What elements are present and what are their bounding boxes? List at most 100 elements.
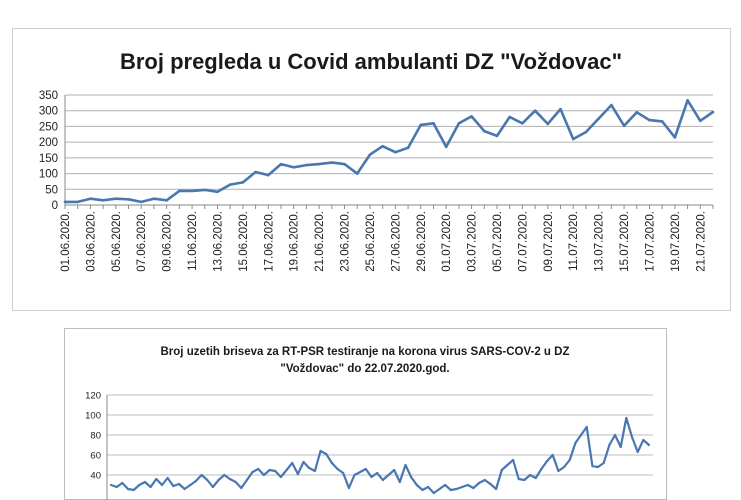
data-point [206,478,209,482]
data-point [559,107,562,111]
data-point [266,173,270,177]
data-point [241,181,245,184]
data-point [347,486,350,490]
y-tick-label: 80 [90,431,101,442]
data-point [494,487,498,491]
x-tick-label: 01.06.2020. [60,211,72,272]
data-point [240,486,243,490]
data-point [234,480,237,484]
data-point [404,463,407,467]
data-point [336,467,339,471]
data-point [432,121,435,125]
data-point [427,485,430,489]
data-point [557,469,560,473]
x-tick-label: 03.06.2020. [85,211,97,272]
data-point [165,198,168,202]
data-point [625,416,628,420]
data-point [602,461,605,465]
data-point [359,470,362,474]
data-point [353,473,356,477]
data-point [228,477,232,481]
x-tick-label: 21.06.2020. [314,211,326,272]
data-point [551,453,554,457]
data-point [711,110,715,114]
data-point [228,183,232,186]
data-point [292,165,296,169]
data-point [251,470,254,474]
x-tick-label: 05.07.2020. [492,211,504,272]
data-point [217,478,220,482]
data-point [262,473,266,477]
data-point [203,188,207,192]
data-point [642,438,645,442]
data-point [381,144,384,148]
data-point [591,464,594,468]
data-point [200,473,203,477]
data-point [376,471,379,475]
data-point [421,488,424,492]
data-point [461,485,464,489]
data-point [562,465,566,469]
data-point [398,480,401,484]
data-point [482,129,486,133]
y-tick-label: 0 [52,200,58,212]
chart-2-svg: Broj uzetih briseva za RT-PSR testiranje… [85,346,653,500]
y-tick-label: 50 [45,184,58,196]
x-tick-label: 07.07.2020. [517,211,529,272]
data-point [139,200,143,204]
x-tick-label: 09.07.2020. [543,211,555,272]
data-point [319,449,322,453]
data-point [483,478,486,482]
data-point [630,435,634,439]
data-point [393,468,396,472]
data-point [472,486,475,490]
data-point [313,469,316,473]
x-tick-label: 15.06.2020. [238,211,250,272]
data-point [540,467,543,471]
chart-1-svg: Broj pregleda u Covid ambulanti DZ "Vožd… [39,49,715,272]
chart-2-title-line: "Voždovac" do 22.07.2020.god. [280,363,449,375]
series-line [110,416,650,495]
data-point [274,469,277,473]
data-point [622,124,626,128]
y-tick-label: 100 [39,169,58,181]
data-point [305,163,308,167]
data-point [132,488,135,492]
data-point [216,190,219,194]
chart-1-title: Broj pregleda u Covid ambulanti DZ "Vožd… [120,49,622,74]
data-point [343,162,346,166]
data-point [183,487,186,491]
x-tick-label: 13.07.2020. [594,211,606,272]
data-point [521,121,524,125]
data-point [636,450,639,454]
data-point [686,99,689,102]
data-point [574,441,577,445]
x-tick-label: 03.07.2020. [467,211,479,272]
data-point [257,467,260,471]
x-tick-label: 29.06.2020. [416,211,428,272]
x-tick-label: 17.06.2020. [263,211,275,272]
data-point [406,146,410,150]
data-point [126,487,130,491]
data-point [121,481,124,485]
data-point [254,170,257,174]
data-point [500,468,503,472]
data-point [584,130,588,134]
data-point [325,452,328,456]
data-point [285,468,288,472]
data-point [610,103,613,107]
data-point [579,433,583,437]
data-point [619,445,622,449]
x-tick-label: 25.06.2020. [365,211,377,272]
data-point [506,463,509,467]
y-tick-label: 200 [39,137,58,149]
data-point [511,458,515,462]
data-point [438,487,441,491]
data-point [268,468,271,472]
data-point [330,161,334,164]
x-tick-label: 15.07.2020. [619,211,631,272]
data-point [355,172,359,175]
data-point [660,120,664,123]
data-point [89,197,92,201]
y-tick-label: 120 [85,391,101,402]
